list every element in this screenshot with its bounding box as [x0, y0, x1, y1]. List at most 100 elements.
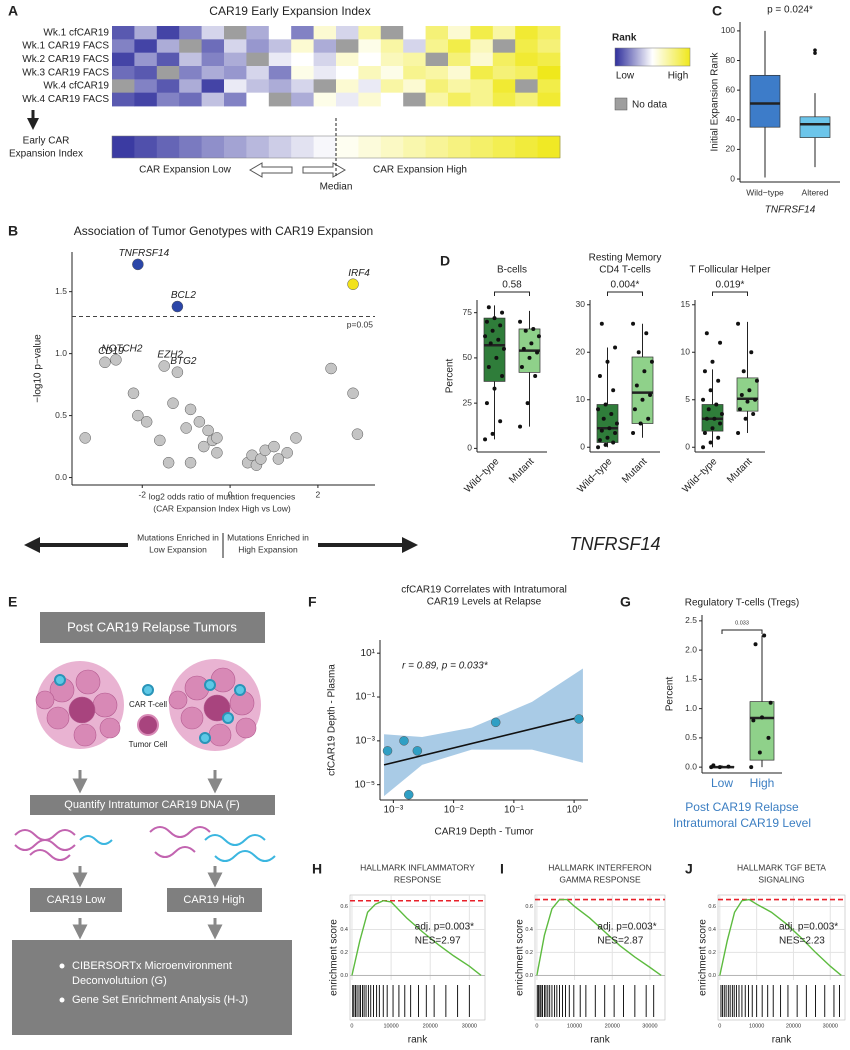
- data-point: [523, 328, 528, 333]
- data-point: [762, 633, 767, 638]
- confidence-band: [384, 668, 583, 797]
- es-curve: [536, 898, 662, 976]
- heat-cell: [492, 52, 516, 67]
- box: [631, 356, 654, 424]
- data-point: [603, 442, 608, 447]
- data-point: [596, 445, 601, 450]
- x-tick-label: 20000: [423, 1023, 438, 1029]
- data-point: [726, 764, 731, 769]
- heat-cell: [134, 26, 158, 40]
- p-value: 0.004*: [611, 280, 640, 291]
- box-label: CAR19 High: [183, 894, 244, 906]
- data-point: [268, 440, 280, 453]
- heat-cell: [380, 39, 404, 54]
- heat-cell: [470, 79, 494, 94]
- tumor-low: [35, 661, 124, 749]
- y-tick-label: 0.2: [340, 950, 348, 956]
- x-tick-label: -2: [138, 489, 146, 499]
- heat-cell: [112, 66, 135, 80]
- x-tick-label: 10⁻²: [444, 805, 464, 816]
- y-tick-label: 60: [726, 84, 736, 94]
- panel-letter: A: [8, 3, 18, 19]
- box: [30, 888, 122, 912]
- data-point: [518, 424, 523, 429]
- heat-cell: [470, 26, 494, 40]
- heat-cell: [179, 79, 202, 94]
- point-label: TNFRSF14: [119, 248, 170, 259]
- legend-label: No data: [632, 100, 667, 111]
- data-point: [718, 340, 723, 345]
- chart-title: Resting Memory: [589, 253, 662, 264]
- heat-cell: [224, 66, 247, 80]
- y-tick-label: 10: [576, 394, 586, 404]
- data-point: [757, 750, 762, 755]
- data-point: [747, 388, 752, 393]
- data-point: [596, 407, 601, 412]
- data-point: [716, 435, 721, 440]
- index-cell: [156, 136, 180, 158]
- data-point: [533, 374, 538, 378]
- heat-cell: [492, 66, 516, 80]
- data-point: [701, 397, 706, 402]
- data-point: [184, 403, 197, 416]
- x-tick-label: 10000: [749, 1023, 764, 1029]
- data-point: [290, 432, 302, 444]
- data-point: [597, 374, 602, 378]
- heat-cell: [537, 52, 561, 67]
- data-point: [706, 407, 711, 412]
- data-point: [500, 374, 505, 378]
- y-tick-label: 0.0: [685, 761, 697, 771]
- heat-cell: [134, 92, 158, 107]
- plot-frame: [717, 894, 846, 1021]
- heat-cell: [291, 79, 314, 94]
- data-point: [749, 350, 754, 355]
- bracket: [494, 291, 530, 296]
- data-point: [180, 422, 192, 434]
- y-tick-label: 2.0: [685, 644, 697, 654]
- legend-gradient: [614, 47, 691, 67]
- data-point: [710, 359, 715, 364]
- data-point: [708, 388, 713, 393]
- y-tick-label: 0: [730, 173, 735, 183]
- y-tick-label: 5: [685, 394, 690, 404]
- heat-cell: [291, 92, 314, 107]
- bullet: [59, 997, 65, 1003]
- point-label: IRF4: [348, 268, 370, 279]
- y-axis-label: enrichment score: [698, 919, 709, 996]
- data-point: [484, 319, 489, 324]
- row-label: Wk.4 CAR19 FACS: [22, 94, 109, 105]
- bracket: [712, 291, 748, 296]
- data-point: [382, 746, 393, 756]
- heat-cell: [291, 52, 314, 67]
- heat-cell: [179, 39, 202, 54]
- heat-cell: [425, 92, 449, 107]
- heat-cell: [313, 66, 337, 80]
- heat-cell: [224, 39, 247, 54]
- data-point: [127, 387, 140, 400]
- heat-cell: [246, 39, 270, 54]
- data-point: [613, 431, 618, 435]
- data-point: [79, 432, 91, 444]
- legend-title: Rank: [612, 33, 637, 44]
- box: [12, 940, 292, 1035]
- heat-cell: [224, 52, 247, 67]
- heat-cell: [358, 79, 382, 94]
- heat-cell: [268, 26, 292, 40]
- y-tick-label: 0.4: [340, 927, 348, 933]
- data-point: [753, 397, 758, 402]
- heat-cell: [156, 92, 180, 107]
- index-cell: [515, 136, 538, 158]
- direction-label: Mutations Enriched in: [137, 532, 219, 542]
- heat-cell: [425, 26, 449, 40]
- data-point: [158, 360, 170, 372]
- car-t-icon: [142, 684, 154, 696]
- heat-cell: [224, 79, 247, 94]
- data-point: [519, 364, 524, 369]
- x-tick-label: Mutant: [507, 456, 537, 486]
- heat-cell: [201, 39, 225, 54]
- y-tick-label: 20: [726, 144, 736, 154]
- data-point: [347, 387, 359, 400]
- index-label: CAR Expansion Low: [139, 165, 231, 176]
- data-point: [500, 310, 505, 315]
- data-point: [412, 746, 423, 756]
